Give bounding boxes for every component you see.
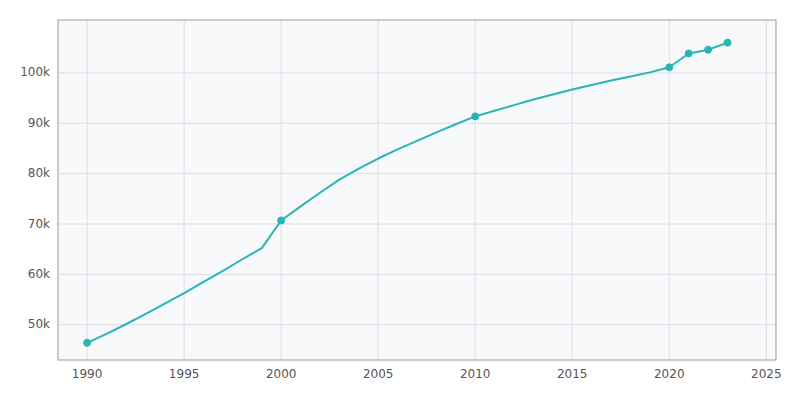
point-marker (278, 217, 285, 224)
y-tick-label: 100k (20, 65, 50, 79)
x-tick-label: 2010 (460, 367, 491, 381)
y-grid-line (58, 224, 776, 225)
y-grid-line (58, 123, 776, 124)
y-tick-label: 60k (28, 267, 50, 281)
x-tick-label: 1995 (169, 367, 200, 381)
y-grid-line (58, 324, 776, 325)
y-grid-line (58, 72, 776, 73)
x-tick-label: 2015 (557, 367, 588, 381)
point-marker (724, 39, 731, 46)
point-marker (472, 113, 479, 120)
x-grid-line (184, 20, 185, 360)
x-tick-label: 2025 (751, 367, 782, 381)
point-marker (666, 64, 673, 71)
plot-frame (58, 20, 776, 360)
y-tick-label: 70k (28, 217, 50, 231)
y-grid-line (58, 274, 776, 275)
x-grid-line (572, 20, 573, 360)
x-tick-label: 2005 (363, 367, 394, 381)
y-grid-line (58, 173, 776, 174)
x-tick-label: 1990 (72, 367, 103, 381)
point-marker (84, 339, 91, 346)
point-marker (685, 50, 692, 57)
series-line (87, 43, 727, 343)
x-grid-line (475, 20, 476, 360)
y-tick-label: 90k (28, 116, 50, 130)
y-tick-label: 80k (28, 166, 50, 180)
plot-area (58, 20, 776, 360)
point-marker (705, 46, 712, 53)
grid (58, 20, 776, 360)
x-grid-line (87, 20, 88, 360)
data-marks (84, 39, 731, 346)
x-grid-line (378, 20, 379, 360)
chart-container: 50k 60k 70k 80k 90k 100k 1990 1995 2000 2005 2010 2… (0, 0, 800, 400)
chart: 50k 60k 70k 80k 90k 100k 1990 1995 2000 2005 2010 2… (0, 0, 800, 400)
y-tick-label: 50k (28, 317, 50, 331)
x-tick-label: 2020 (654, 367, 685, 381)
x-grid-line (766, 20, 767, 360)
x-tick-label: 2000 (266, 367, 297, 381)
axes: 50k 60k 70k 80k 90k 100k 1990 1995 2000 2005 2010 2… (20, 20, 781, 381)
x-grid-line (281, 20, 282, 360)
